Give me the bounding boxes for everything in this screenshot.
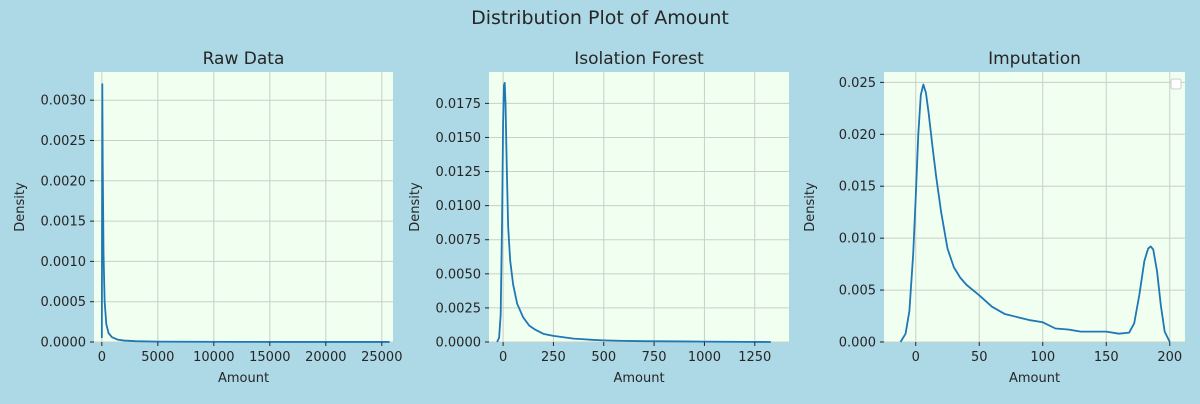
x-tick-label: 20000	[305, 350, 346, 365]
y-tick-label: 0.0150	[436, 131, 482, 146]
x-tick-label: 100	[1030, 350, 1055, 365]
y-tick-label: 0.005	[839, 284, 876, 299]
y-tick-label: 0.0175	[436, 97, 482, 112]
subplot-2: 0 250 500 750 1000 1250 0.0000 0.0025 0.0050 0.00…	[408, 49, 789, 386]
y-tick-label: 0.0005	[41, 295, 87, 310]
x-tick-label: 150	[1094, 350, 1119, 365]
y-tick-label: 0.0025	[436, 301, 482, 316]
y-axis-label: Density	[13, 182, 28, 232]
density-line-1	[899, 83, 1171, 343]
y-tick-label: 0.0000	[41, 336, 87, 351]
x-tick-label: 200	[1157, 350, 1182, 365]
y-tick-label: 0.015	[839, 180, 876, 195]
density-line-1	[496, 82, 771, 343]
y-tick-label: 0.0125	[436, 165, 482, 180]
y-tick-label: 0.0020	[41, 174, 87, 189]
y-axis-label: Density	[803, 182, 818, 232]
y-tick-label: 0.0075	[436, 233, 482, 248]
x-tick-label: 10000	[193, 350, 234, 365]
y-tick-label: 0.0025	[41, 134, 87, 149]
subplot-3: 0 50 100 150 200 0.000 0.005 0.010 0.015 0.020 0.0…	[803, 49, 1185, 386]
plot-area	[94, 72, 393, 342]
x-tick-label: 0	[912, 350, 920, 365]
x-tick-label: 1000	[688, 350, 721, 365]
y-axis-label: Density	[408, 182, 423, 232]
x-tick-label: 0	[499, 350, 507, 365]
y-tick-label: 0.0015	[41, 215, 87, 230]
plot-area	[884, 72, 1185, 342]
subplot-1: 0 5000 10000 15000 20000 25000 0.0000 0.0005 0.0…	[13, 49, 402, 386]
x-tick-label: 0	[98, 350, 106, 365]
subplot-title: Imputation	[988, 49, 1081, 69]
y-tick-label: 0.020	[839, 128, 876, 143]
x-axis-label: Amount	[613, 371, 664, 386]
y-tick-label: 0.010	[839, 232, 876, 247]
legend-box	[1170, 78, 1182, 90]
subplot-title: Isolation Forest	[574, 49, 704, 69]
subplot-title: Raw Data	[203, 49, 285, 69]
y-tick-label: 0.0050	[436, 267, 482, 282]
x-tick-label: 250	[541, 350, 566, 365]
y-tick-label: 0.0100	[436, 199, 482, 214]
y-tick-label: 0.025	[839, 76, 876, 91]
x-tick-label: 50	[971, 350, 988, 365]
y-tick-label: 0.0010	[41, 255, 87, 270]
y-tick-label: 0.0000	[436, 336, 482, 351]
y-tick-label: 0.0030	[41, 94, 87, 109]
x-axis-label: Amount	[1009, 371, 1060, 386]
x-tick-label: 15000	[249, 350, 290, 365]
x-tick-label: 25000	[361, 350, 402, 365]
x-tick-label: 750	[642, 350, 667, 365]
density-line-1	[100, 83, 390, 343]
plot-area	[489, 72, 789, 342]
x-tick-label: 500	[591, 350, 616, 365]
figure-title: Distribution Plot of Amount	[471, 7, 729, 29]
x-tick-label: 5000	[141, 350, 174, 365]
y-tick-label: 0.000	[839, 336, 876, 351]
x-tick-label: 1250	[738, 350, 771, 365]
x-axis-label: Amount	[218, 371, 269, 386]
